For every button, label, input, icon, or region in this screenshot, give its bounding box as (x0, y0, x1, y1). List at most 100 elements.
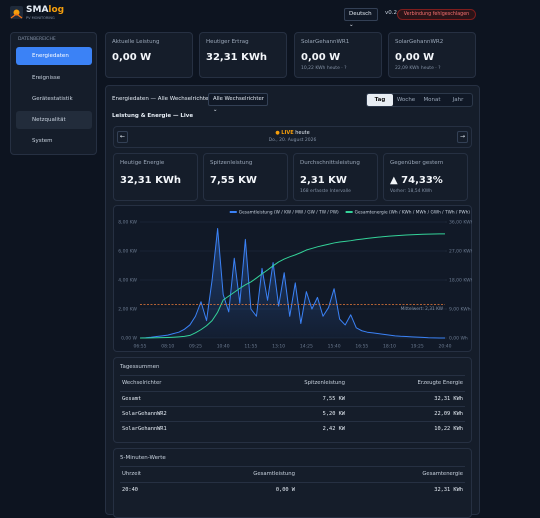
card-note: 10,22 KWh heute · ? (301, 66, 347, 71)
nav-item[interactable]: Gerätestatistik (32, 96, 73, 102)
card-value: 0,00 W (395, 52, 435, 63)
table-title: 5-Minuten-Werte (120, 455, 166, 461)
average-label: Mittelwert: 2,31 KW (401, 306, 444, 312)
x-tick-label: 16:55 (355, 344, 368, 350)
summary-card: Aktuelle Leistung 0,00 W (105, 32, 193, 78)
table-row: Gesamt 7,55 KW 32,31 KWh (120, 391, 465, 406)
power-area (140, 228, 445, 338)
column-header: Uhrzeit (122, 471, 141, 477)
chart: 0,00 W 2,00 KW 4,00 KW 6,00 KW 8,00 KW 0,00 W… (118, 210, 472, 350)
stat-label: Heutige Energie (120, 160, 165, 166)
card-value: 32,31 KWh (206, 52, 268, 63)
tagline: PV MONITORING (26, 16, 55, 20)
table-cell: 20:40 (122, 487, 138, 493)
table-row: SolarGehannWR1 2,42 KW 10,22 KWh (120, 421, 465, 436)
nav-item[interactable]: System (32, 138, 53, 144)
table-cell: 32,31 KWh (434, 487, 463, 493)
column-header: Wechselrichter (122, 380, 162, 386)
language-select[interactable]: Deutsch ⌄ (344, 8, 378, 28)
stat-note: 168 erfasste Intervalle (300, 189, 351, 194)
table-card: Tagessummen Wechselrichter Spitzenleistung… (113, 357, 472, 443)
nav-item[interactable]: Ereignisse (32, 75, 61, 81)
nav-item[interactable]: Netzqualität (16, 111, 92, 129)
language: Deutsch (349, 11, 372, 17)
card-label: Heutiger Ertrag (206, 39, 249, 45)
column-header: Spitzenleistung (304, 380, 345, 386)
x-tick-label: 13:10 (272, 344, 285, 350)
x-tick-label: 18:10 (383, 344, 396, 350)
table-row: 20:40 0,00 W 32,31 KWh (120, 482, 465, 497)
table-cell: 5,20 KW (322, 411, 345, 417)
version: v0.2.0 (385, 10, 403, 16)
nav-item[interactable]: Energiedaten (16, 47, 92, 65)
x-tick-label: 11:55 (244, 344, 257, 350)
next-button[interactable]: → (457, 131, 468, 143)
table-cell: 10,22 KWh (434, 426, 463, 432)
stat-value: 2,31 KW (300, 175, 347, 186)
table-header: Uhrzeit Gesamtleistung Gesamtenergie (120, 466, 465, 481)
panel-subtitle: Leistung & Energie — Live (112, 113, 194, 119)
tab[interactable]: Woche (396, 97, 416, 103)
column-header: Gesamtenergie (422, 471, 463, 477)
table-cell: Gesamt (122, 396, 142, 402)
y-tick-label: 6,00 KW (118, 249, 137, 255)
legend-label: Gesamtenergie (Wh / KWh / MWh / GWh / TW… (355, 210, 471, 216)
stat-card: Heutige Energie 32,31 KWh (113, 153, 198, 201)
y-tick-label: 2,00 KW (118, 307, 137, 313)
stat-note: Vorher: 18,54 KWh (390, 189, 432, 194)
date-label: Do., 20. August 2026 (268, 138, 317, 143)
stat-card: Durchschnittsleistung 2,31 KW 168 erfasste… (293, 153, 378, 201)
legend-swatch (229, 211, 237, 213)
y2-tick-label: 0,00 Wh (449, 336, 468, 342)
card-label: Aktuelle Leistung (112, 39, 160, 45)
inverter-select[interactable]: Alle Wechselrichter ⌄ (208, 93, 268, 113)
tab[interactable]: Tag (367, 94, 393, 106)
sidebar: DATENBEREICHE Energiedaten Ereignisse Ge… (10, 32, 97, 155)
live-label: LIVE (281, 130, 294, 136)
column-header: Gesamtleistung (253, 471, 295, 477)
summary-card: SolarGehannWR1 0,00 W 10,22 KWh heute · ? (294, 32, 382, 78)
x-tick-label: 10:40 (217, 344, 230, 350)
table-cell: 32,31 KWh (434, 396, 463, 402)
x-tick-label: 20:40 (439, 344, 452, 350)
card-label: SolarGehannWR2 (395, 39, 444, 45)
logo-main: SMA (26, 5, 49, 15)
series-line (139, 228, 445, 339)
x-tick-label: 08:10 (161, 344, 174, 350)
page: SMAlog {"header":{"logo_main":"SMA","log… (10, 5, 480, 518)
summary-card: SolarGehannWR2 0,00 W 22,09 KWh heute · ? (388, 32, 476, 78)
y2-tick-label: 18,00 KWh (449, 278, 472, 284)
prev-button[interactable]: ← (117, 131, 128, 143)
card-value: 0,00 W (301, 52, 341, 63)
table-cell: 0,00 W (275, 487, 295, 493)
table-title: Tagessummen (120, 364, 160, 370)
legend-swatch (345, 211, 353, 213)
tab[interactable]: Jahr (452, 97, 464, 103)
status-badge: Verbindung fehlgeschlagen (397, 9, 476, 20)
stat-card: Gegenüber gestern ▲ 74,33% Vorher: 18,54 K… (383, 153, 468, 201)
x-tick-label: 06:55 (134, 344, 147, 350)
tab[interactable]: Monat (423, 97, 441, 103)
day-label: heute (295, 130, 310, 136)
x-tick-label: 14:25 (300, 344, 313, 350)
x-tick-label: 15:40 (328, 344, 341, 350)
stat-card: Spitzenleistung 7,55 KW (203, 153, 288, 201)
legend-label: Gesamtleistung (W / KW / MW / GW / TW / … (239, 210, 339, 216)
x-tick-label: 09:25 (189, 344, 202, 350)
panel-title: Energiedaten — Alle Wechselrichter (112, 96, 211, 102)
y2-tick-label: 9,00 KWh (449, 307, 471, 313)
stat-label: Durchschnittsleistung (300, 160, 360, 166)
live-line: ● LIVE heute (275, 130, 310, 136)
x-tick-label: 19:25 (411, 344, 424, 350)
table-cell: 22,09 KWh (434, 411, 463, 417)
y-tick-label: 0,00 W (121, 336, 137, 342)
inverter-filter: Alle Wechselrichter (213, 96, 264, 102)
logo-accent: log (48, 5, 65, 15)
stat-value: 7,55 KW (210, 175, 257, 186)
column-header: Erzeugte Energie (417, 380, 463, 386)
app: SMAlog PV MONITORING Deutsch ⌄ v0.2.0 Ve… (10, 5, 480, 518)
table-cell: 2,42 KW (322, 426, 345, 432)
stat-value: 32,31 KWh (120, 175, 182, 186)
sidebar-title: DATENBEREICHE (18, 37, 56, 42)
y-tick-label: 4,00 KW (118, 278, 137, 284)
